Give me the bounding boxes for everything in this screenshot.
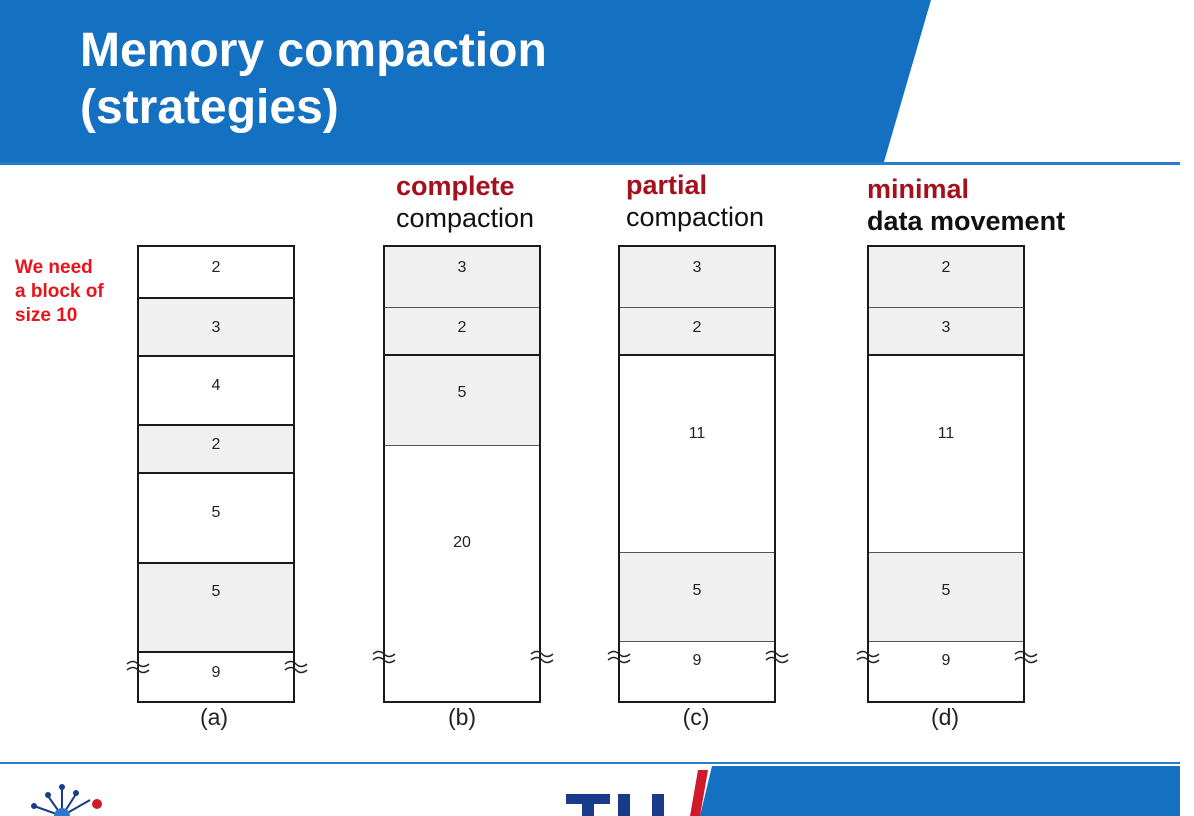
heading-text: compaction	[626, 202, 765, 232]
slide-title-line-2: (strategies)	[80, 81, 339, 134]
header-band	[0, 0, 1180, 165]
memory-block: 9	[869, 641, 1023, 701]
memory-column-b: 3 2 5 20	[383, 245, 541, 703]
slide-title: Memory compaction (strategies)	[80, 22, 547, 136]
memory-block: 5	[869, 552, 1023, 641]
heading-text: compaction	[396, 203, 535, 233]
heading-minimal-data-movement: minimal data movement	[867, 173, 1065, 237]
break-mark-icon	[530, 650, 554, 664]
break-mark-icon	[765, 650, 789, 664]
memory-block: 2	[385, 307, 539, 354]
requirement-note: We need a block of size 10	[15, 256, 104, 328]
break-mark-icon	[372, 650, 396, 664]
column-label-d: (d)	[930, 704, 960, 730]
memory-block: 9	[620, 641, 774, 701]
column-label-c: (c)	[682, 704, 710, 730]
memory-block: 9	[139, 651, 293, 701]
break-mark-icon	[607, 650, 631, 664]
heading-complete-compaction: complete compaction	[396, 170, 534, 234]
break-mark-icon	[1014, 650, 1038, 664]
memory-block: 3	[139, 297, 293, 355]
break-mark-icon	[126, 660, 150, 674]
heading-keyword: complete	[396, 171, 515, 201]
column-label-b: (b)	[447, 704, 477, 730]
memory-block: 5	[385, 354, 539, 445]
footer-band	[0, 764, 1194, 816]
memory-block: 5	[620, 552, 774, 641]
memory-block: 11	[620, 354, 774, 552]
memory-block: 2	[869, 247, 1023, 307]
heading-keyword: minimal	[867, 174, 970, 204]
memory-block: 3	[620, 247, 774, 307]
requirement-note-line-1: We need	[15, 257, 93, 278]
memory-block: 4	[139, 355, 293, 424]
memory-block: 20	[385, 445, 539, 701]
break-mark-icon	[284, 660, 308, 674]
heading-partial-compaction: partial compaction	[626, 169, 764, 233]
memory-column-c: 3 2 11 5 9	[618, 245, 776, 703]
memory-block: 2	[139, 424, 293, 472]
memory-column-a: 2 3 4 2 5 5 9	[137, 245, 295, 703]
memory-column-d: 2 3 11 5 9	[867, 245, 1025, 703]
slide-title-line-1: Memory compaction	[80, 24, 547, 77]
memory-block: 11	[869, 354, 1023, 552]
requirement-note-line-2: a block of	[15, 281, 104, 302]
network-logo-icon	[31, 784, 102, 816]
memory-block: 2	[620, 307, 774, 354]
memory-block: 5	[139, 562, 293, 651]
memory-block: 3	[385, 247, 539, 307]
memory-block: 3	[869, 307, 1023, 354]
heading-keyword: partial	[626, 170, 708, 200]
memory-block: 5	[139, 472, 293, 562]
column-label-a: (a)	[199, 704, 229, 730]
memory-block: 2	[139, 247, 293, 297]
heading-text: data movement	[867, 206, 1066, 236]
break-mark-icon	[856, 650, 880, 664]
footer-divider	[0, 762, 1180, 765]
requirement-note-line-3: size 10	[15, 305, 78, 326]
